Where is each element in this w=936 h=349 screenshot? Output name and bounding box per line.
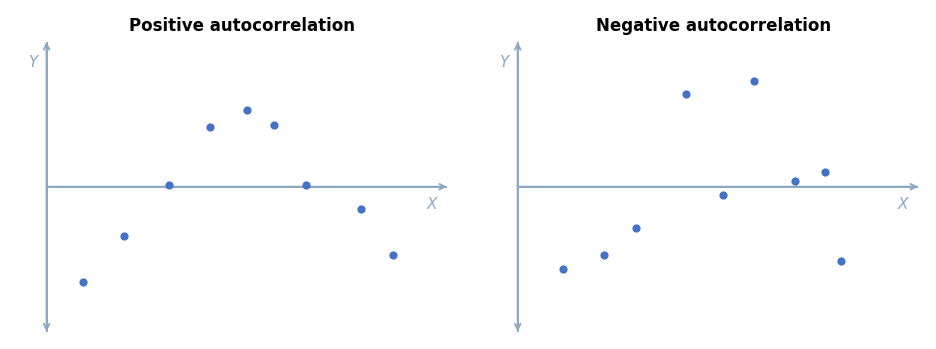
Point: [76, 279, 91, 285]
Point: [299, 182, 314, 187]
Point: [267, 122, 282, 127]
Point: [203, 124, 218, 129]
Text: Y: Y: [499, 55, 508, 70]
Point: [385, 252, 400, 258]
Title: Negative autocorrelation: Negative autocorrelation: [595, 17, 830, 35]
Text: X: X: [426, 197, 437, 212]
Point: [714, 192, 729, 198]
Point: [239, 107, 254, 113]
Point: [596, 252, 611, 258]
Point: [628, 225, 643, 231]
Point: [162, 182, 177, 187]
Text: Y: Y: [28, 55, 37, 70]
Point: [746, 79, 761, 84]
Point: [116, 233, 131, 239]
Point: [816, 170, 831, 175]
Point: [555, 267, 570, 272]
Point: [678, 91, 693, 96]
Title: Positive autocorrelation: Positive autocorrelation: [129, 17, 355, 35]
Point: [353, 207, 368, 212]
Text: X: X: [897, 197, 907, 212]
Point: [832, 258, 847, 264]
Point: [787, 178, 802, 183]
